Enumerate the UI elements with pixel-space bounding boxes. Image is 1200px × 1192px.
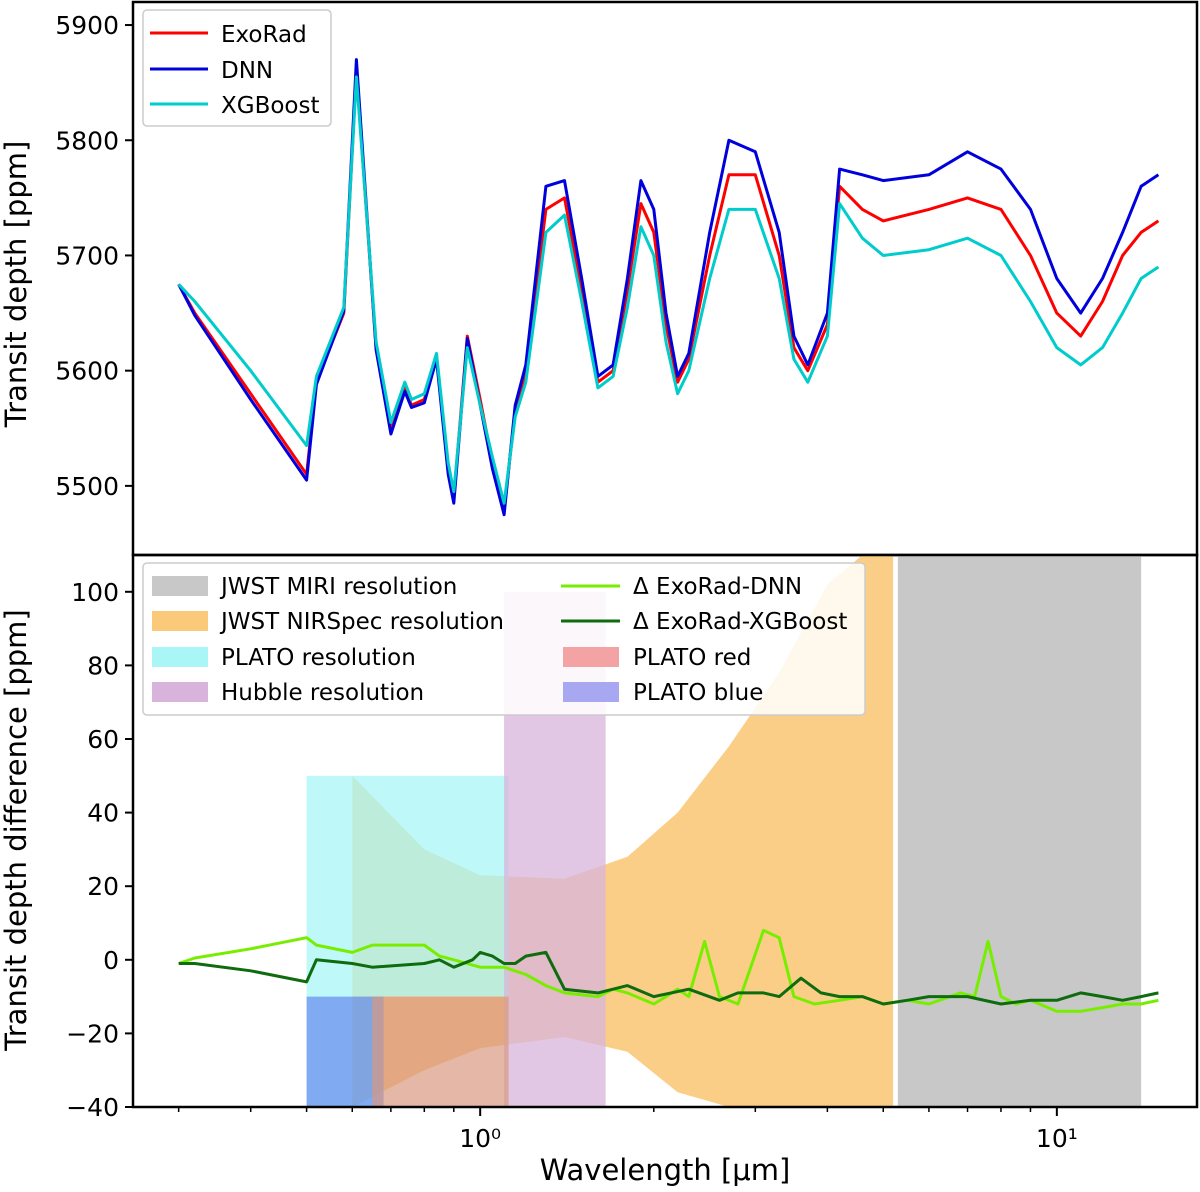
band-plato-red	[372, 996, 509, 1107]
band-plato-blue	[306, 996, 384, 1107]
top-y-tick-label: 5700	[55, 241, 119, 270]
band-miri	[897, 555, 1142, 1107]
bottom-y-tick-label: 80	[87, 651, 119, 680]
x-tick-label: 10⁰	[459, 1124, 501, 1153]
legend-swatch-hubble	[152, 682, 208, 702]
legend-swatch-miri	[152, 576, 208, 596]
legend-label-miri: JWST MIRI resolution	[219, 574, 457, 600]
bottom-y-tick-label: 40	[87, 799, 119, 828]
top-panel: 5500 5600 5700 5800 5900 Transit depth [ppm]…	[0, 0, 1199, 557]
series-line-xgboost	[177, 75, 1160, 505]
legend-label-exorad: ExoRad	[221, 22, 307, 48]
legend-swatch-plato	[152, 647, 208, 667]
series-line-dnn	[177, 58, 1160, 517]
bottom-y-tick-label: −40	[66, 1093, 119, 1122]
series-line-exorad	[177, 69, 1160, 511]
bottom-y-axis-label: Transit depth difference [ppm]	[0, 609, 33, 1051]
legend-swatch-plato-blue	[563, 682, 619, 702]
top-y-tick-label: 5600	[55, 357, 119, 386]
bottom-y-tick-label: 0	[103, 946, 119, 975]
top-y-tick-label: 5800	[55, 126, 119, 155]
top-y-ticks: 5500 5600 5700 5800 5900	[55, 11, 133, 501]
bottom-legend-box	[142, 562, 866, 716]
bottom-plot-frame	[131, 553, 1199, 1109]
top-plot-area	[177, 58, 1160, 517]
legend-swatch-nirspec	[152, 611, 208, 631]
legend-label-plato-blue: PLATO blue	[633, 680, 763, 706]
top-y-axis-label: Transit depth [ppm]	[0, 141, 33, 429]
legend-label-delta-xgboost: Δ ExoRad-XGBoost	[633, 609, 847, 635]
bottom-x-ticks: 10⁰ 10¹	[177, 1107, 1078, 1153]
legend-label-delta-dnn: Δ ExoRad-DNN	[633, 574, 802, 600]
bottom-y-ticks: −40 −20 0 20 40 60 80 100	[66, 578, 133, 1122]
top-y-tick-label: 5900	[55, 11, 119, 40]
x-tick-label: 10¹	[1036, 1124, 1078, 1153]
series-line-delta-exorad-dnn	[178, 928, 1159, 1013]
legend-label-hubble: Hubble resolution	[221, 680, 424, 706]
top-legend: ExoRad DNN XGBoost	[142, 9, 332, 127]
bottom-y-tick-label: 60	[87, 725, 119, 754]
bottom-plot-area	[178, 928, 1159, 1013]
band-plato	[306, 775, 509, 997]
bottom-panel: −40 −20 0 20 40 60 80 100 10⁰ 10¹ Transit depth …	[0, 553, 1199, 1187]
bottom-y-tick-label: 20	[87, 872, 119, 901]
series-line-delta-exorad-xgboost	[178, 950, 1159, 1006]
legend-swatch-plato-red	[563, 647, 619, 667]
bottom-y-tick-label: −20	[66, 1019, 119, 1048]
bottom-y-tick-label: 100	[71, 578, 119, 607]
x-axis-label: Wavelength [μm]	[540, 1153, 791, 1187]
bottom-bands	[306, 555, 1142, 1107]
legend-label-nirspec: JWST NIRSpec resolution	[219, 609, 504, 635]
top-legend-box	[142, 9, 332, 127]
legend-label-plato: PLATO resolution	[221, 645, 416, 671]
legend-label-xgboost: XGBoost	[221, 93, 320, 119]
top-y-tick-label: 5500	[55, 472, 119, 501]
bottom-legend: JWST MIRI resolution JWST NIRSpec resolu…	[142, 562, 866, 716]
legend-label-plato-red: PLATO red	[633, 645, 751, 671]
legend-label-dnn: DNN	[221, 58, 273, 84]
